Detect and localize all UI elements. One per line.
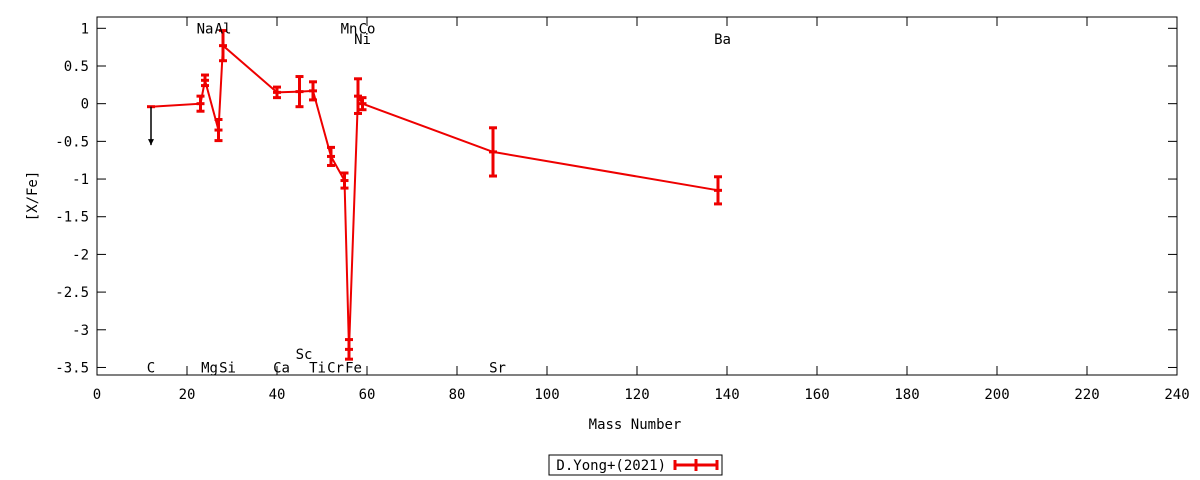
element-label: Ba <box>714 32 731 48</box>
legend: D.Yong+(2021) <box>548 454 723 476</box>
x-tick-label: 180 <box>894 387 919 403</box>
element-label: Sc <box>296 347 313 363</box>
element-label: Mg <box>201 360 218 376</box>
element-label: Sr <box>489 360 506 376</box>
y-tick-label: 0 <box>81 97 89 113</box>
y-tick-label: 0.5 <box>64 59 89 75</box>
element-label: Al <box>215 21 232 37</box>
x-tick-label: 140 <box>714 387 739 403</box>
y-tick-label: -3 <box>72 323 89 339</box>
element-label: Mn <box>341 21 358 37</box>
plot-frame <box>96 16 1178 376</box>
element-label: Ca <box>273 360 290 376</box>
y-tick-label: -3.5 <box>55 360 89 376</box>
x-tick-label: 100 <box>534 387 559 403</box>
element-label: Na <box>197 21 214 37</box>
y-tick-label: 1 <box>81 21 89 37</box>
y-axis-label: [X/Fe] <box>25 171 41 222</box>
element-label: Fe <box>345 360 362 376</box>
y-tick-label: -1 <box>72 172 89 188</box>
x-tick-label: 220 <box>1074 387 1099 403</box>
element-label: Si <box>219 360 236 376</box>
x-tick-label: 20 <box>179 387 196 403</box>
x-tick-label: 120 <box>624 387 649 403</box>
y-tick-label: -1.5 <box>55 210 89 226</box>
upper-limit-arrowhead <box>148 139 154 146</box>
x-tick-label: 0 <box>93 387 101 403</box>
element-label: Ti <box>309 360 326 376</box>
y-axis: 1 0.5 0 -0.5 -1 -1.5 -2 -2.5 -3 -3.5 <box>55 21 1177 376</box>
element-label: C <box>147 360 155 376</box>
x-tick-label: 200 <box>984 387 1009 403</box>
x-tick-label: 40 <box>269 387 286 403</box>
x-tick-label: 160 <box>804 387 829 403</box>
x-tick-label: 240 <box>1164 387 1189 403</box>
legend-label: D.Yong+(2021) <box>556 458 666 474</box>
series-line <box>150 43 719 350</box>
element-label: Cr <box>327 360 344 376</box>
element-label: Co <box>359 21 376 37</box>
legend-box <box>548 454 723 476</box>
y-tick-label: -2.5 <box>55 285 89 301</box>
y-tick-label: -2 <box>72 247 89 263</box>
element-label: Ni <box>354 32 371 48</box>
x-tick-label: 80 <box>449 387 466 403</box>
series-layer <box>147 29 722 361</box>
y-tick-label: -0.5 <box>55 134 89 150</box>
x-axis: 0 20 40 60 80 100 120 140 160 180 200 220 240 <box>93 17 1190 403</box>
x-tick-label: 60 <box>359 387 376 403</box>
x-axis-label: Mass Number <box>589 417 682 433</box>
